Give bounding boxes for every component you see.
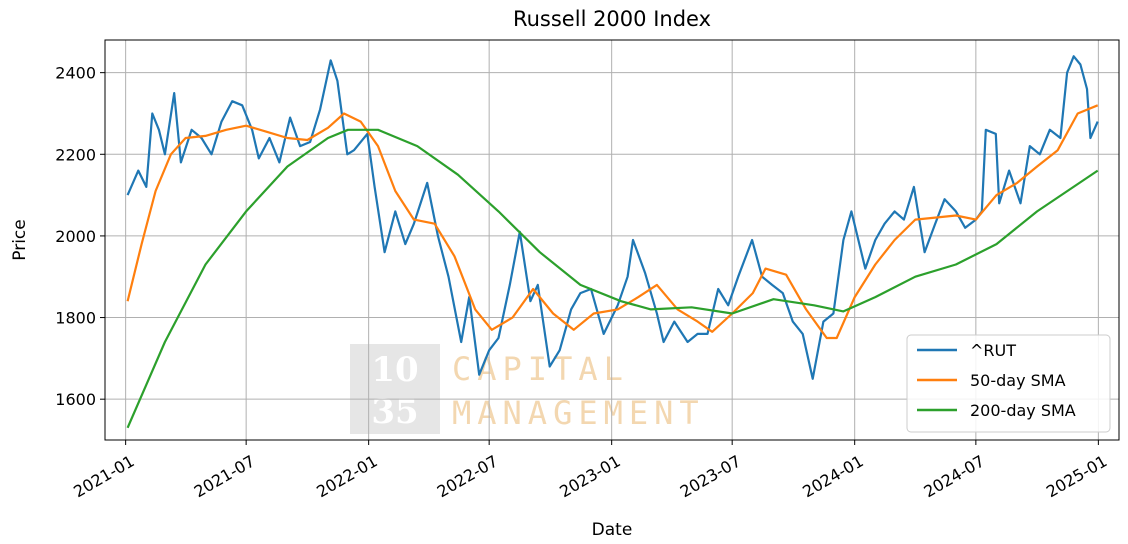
series-line-200-day-sma [126, 128, 1099, 429]
chart-title: Russell 2000 Index [513, 7, 711, 31]
watermark-number-top: 10 [371, 350, 418, 390]
x-tick-label: 2022-01 [313, 451, 380, 501]
legend: ^RUT 50-day SMA 200-day SMA [906, 334, 1111, 433]
legend-label-rut: ^RUT [970, 341, 1016, 360]
x-axis-label: Date [592, 520, 633, 540]
x-tick-label: 2021-07 [191, 451, 258, 501]
x-tick-label: 2022-07 [434, 451, 501, 501]
y-axis-ticks: 1600 1800 2000 2200 2400 [55, 64, 105, 409]
watermark-number-bottom: 35 [371, 392, 418, 432]
x-axis-ticks: 2021-01 2021-07 2022-01 2022-07 2023-01 2023-… [70, 440, 1110, 501]
y-tick-label: 2000 [55, 227, 96, 246]
series-line-50-day-sma [126, 104, 1099, 340]
legend-box [906, 334, 1111, 433]
x-tick-label: 2025-01 [1043, 451, 1110, 501]
legend-label-50-day-sma: 50-day SMA [970, 371, 1066, 390]
watermark-line2: MANAGEMENT [452, 394, 705, 432]
watermark-logo: 10 35 CAPITAL MANAGEMENT [350, 344, 705, 434]
x-tick-label: 2023-01 [556, 451, 623, 501]
x-tick-label: 2023-07 [677, 451, 744, 501]
y-axis-label: Price [10, 219, 30, 260]
y-tick-label: 1800 [55, 309, 96, 328]
x-tick-label: 2024-07 [920, 451, 987, 501]
y-tick-label: 2200 [55, 145, 96, 164]
x-tick-label: 2021-01 [70, 451, 137, 501]
series-layer [126, 55, 1099, 429]
series-line-rut [126, 55, 1099, 380]
x-tick-label: 2024-01 [799, 451, 866, 501]
y-tick-label: 1600 [55, 390, 96, 409]
legend-label-200-day-sma: 200-day SMA [970, 401, 1076, 420]
y-tick-label: 2400 [55, 64, 96, 83]
watermark-box [350, 344, 440, 434]
